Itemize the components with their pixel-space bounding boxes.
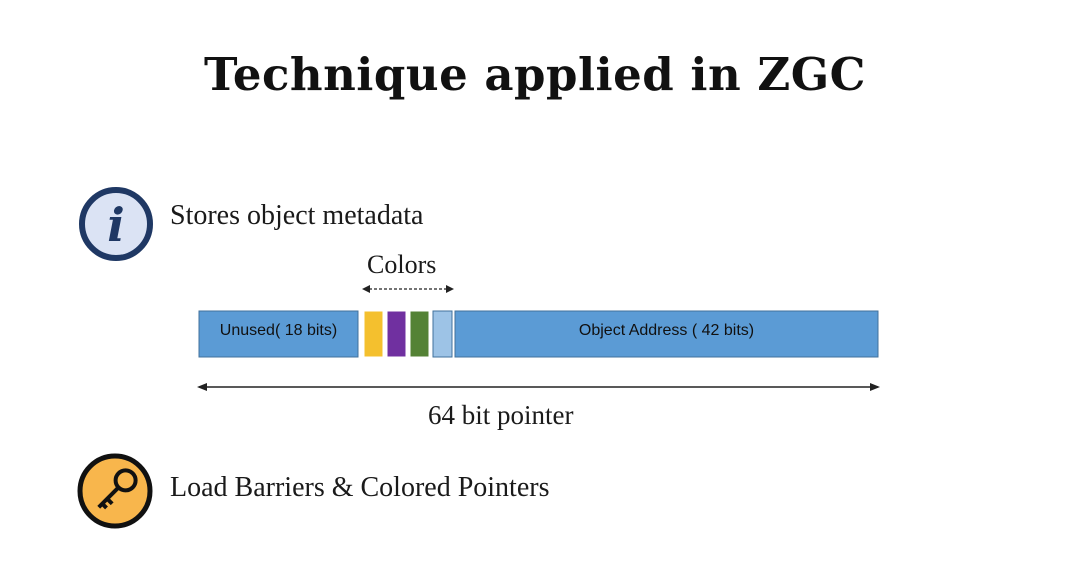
segment-address — [454, 310, 879, 358]
svg-text:i: i — [107, 198, 124, 252]
bullet-load-barriers: Load Barriers & Colored Pointers — [170, 472, 550, 503]
segment-unused-label: Unused( 18 bits) — [219, 322, 338, 339]
color-bit-yellow — [363, 310, 384, 358]
info-icon: i — [79, 187, 153, 261]
slide-title: Technique applied in ZGC — [204, 48, 866, 101]
color-bit-green — [409, 310, 430, 358]
segment-address-label: Object Address ( 42 bits) — [578, 322, 755, 339]
bullet-stores-metadata: Stores object metadata — [170, 200, 424, 231]
key-icon — [77, 453, 153, 529]
pointer-label: 64 bit pointer — [428, 400, 574, 430]
color-bit-light-blue — [432, 310, 453, 358]
colors-label: Colors — [367, 250, 437, 279]
color-bit-purple — [386, 310, 407, 358]
segment-unused — [198, 310, 359, 358]
